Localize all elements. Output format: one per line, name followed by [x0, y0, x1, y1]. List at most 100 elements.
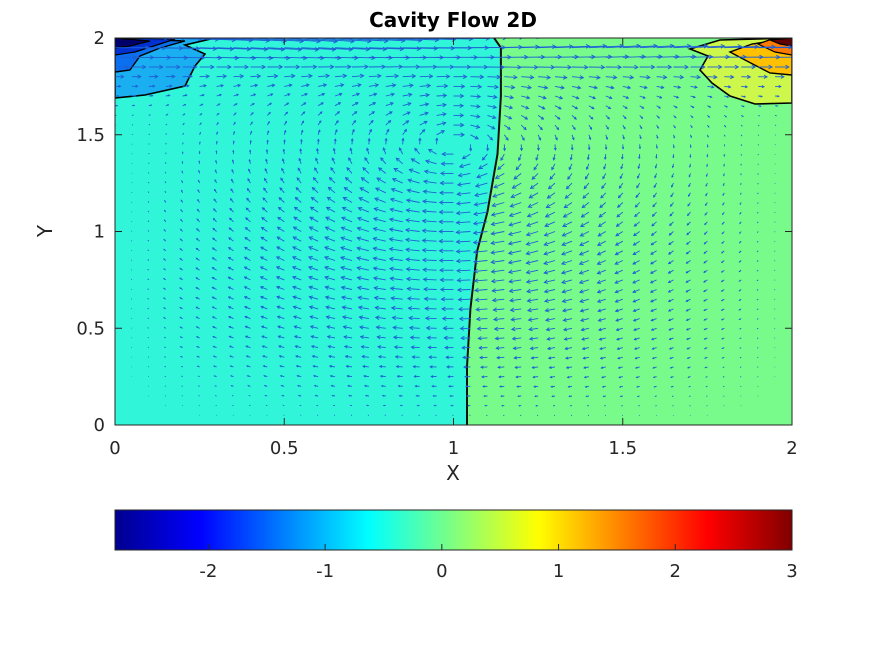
velocity-arrow [406, 209, 420, 213]
velocity-arrow-head [311, 354, 315, 358]
velocity-arrow-head [448, 385, 451, 388]
velocity-arrow [373, 267, 386, 271]
velocity-arrow-head [283, 139, 286, 142]
velocity-arrow-head [670, 376, 673, 379]
velocity-arrow [346, 365, 353, 368]
velocity-arrow-head [650, 337, 654, 341]
velocity-arrow-head [414, 384, 418, 388]
velocity-arrow-head [423, 286, 428, 292]
velocity-arrow-head [398, 147, 402, 151]
velocity-arrow [214, 385, 217, 387]
velocity-arrow [244, 276, 251, 281]
velocity-arrow-head [279, 365, 282, 368]
velocity-arrow [478, 337, 488, 339]
velocity-arrow-head [245, 355, 249, 358]
velocity-arrow [498, 366, 505, 368]
velocity-arrow-head [672, 156, 675, 159]
velocity-arrow [392, 317, 403, 320]
velocity-arrow [510, 202, 522, 208]
velocity-arrow-head [650, 299, 654, 303]
velocity-arrow-head [442, 112, 447, 117]
velocity-arrow [544, 221, 556, 227]
velocity-arrow-head [721, 337, 724, 340]
velocity-arrow-head [492, 104, 498, 110]
velocity-arrow-head [652, 376, 656, 379]
velocity-arrow [324, 266, 336, 271]
velocity-arrow-head [658, 54, 664, 59]
velocity-arrow [393, 336, 403, 339]
velocity-arrow [376, 326, 386, 329]
velocity-arrow-head [477, 336, 482, 341]
velocity-arrow-head [413, 375, 417, 378]
velocity-arrow-head [356, 285, 362, 291]
velocity-arrow-head [193, 64, 198, 70]
velocity-arrow-head [578, 251, 584, 256]
velocity-arrow-head [689, 33, 693, 37]
velocity-arrow [528, 318, 539, 321]
velocity-arrow-head [341, 305, 347, 310]
velocity-arrow [402, 102, 411, 107]
velocity-arrow [278, 207, 285, 213]
velocity-arrow-head [709, 95, 713, 99]
velocity-arrow [357, 237, 370, 242]
velocity-arrow-head [662, 74, 668, 80]
velocity-arrow [308, 246, 319, 252]
velocity-arrow [292, 286, 302, 290]
velocity-arrow-head [621, 33, 625, 37]
velocity-arrow-head [405, 247, 410, 253]
velocity-arrow-head [458, 306, 463, 312]
velocity-arrow [341, 227, 353, 232]
velocity-arrow [564, 202, 573, 208]
velocity-arrow [633, 240, 640, 246]
velocity-arrow-head [492, 316, 498, 322]
velocity-arrow [402, 93, 412, 97]
velocity-arrow-head [667, 289, 671, 293]
velocity-arrow-head [478, 345, 483, 350]
velocity-arrow [334, 75, 347, 78]
velocity-arrow-head [180, 218, 183, 221]
velocity-arrow-head [352, 128, 355, 132]
velocity-arrow-head [480, 365, 484, 369]
velocity-arrow-head [393, 345, 398, 350]
velocity-arrow [470, 134, 479, 140]
velocity-arrow-head [282, 148, 286, 152]
velocity-arrow-head [614, 251, 619, 256]
velocity-arrow-head [481, 375, 485, 379]
velocity-arrow [357, 286, 369, 290]
velocity-arrow-head [705, 194, 708, 197]
velocity-arrow-head [389, 197, 395, 203]
velocity-arrow-head [179, 307, 182, 309]
velocity-arrow-head [667, 299, 671, 303]
velocity-arrow-head [409, 83, 414, 88]
velocity-arrow-head [646, 74, 651, 80]
velocity-arrow-head [468, 38, 474, 42]
velocity-arrow-head [342, 73, 348, 79]
velocity-arrow [399, 147, 404, 155]
velocity-arrow [513, 347, 522, 349]
velocity-arrow-head [229, 365, 232, 368]
velocity-arrow [510, 308, 522, 311]
velocity-arrow-head [672, 33, 676, 37]
velocity-arrow-head [667, 309, 671, 312]
velocity-arrow-head [325, 216, 330, 221]
velocity-arrow [543, 250, 556, 255]
velocity-arrow-head [395, 365, 399, 369]
velocity-arrow-head [438, 219, 444, 225]
velocity-arrow-head [260, 305, 264, 309]
velocity-arrow-head [599, 204, 604, 209]
velocity-arrow [260, 296, 268, 300]
velocity-arrow-head [308, 275, 313, 281]
velocity-arrow-head [650, 261, 654, 265]
velocity-arrow [357, 217, 370, 223]
velocity-arrow-head [737, 44, 743, 49]
velocity-arrow [164, 190, 167, 194]
velocity-arrow [245, 227, 251, 232]
velocity-arrow [756, 327, 759, 330]
velocity-arrow-head [621, 147, 625, 150]
velocity-arrow-head [260, 325, 265, 329]
velocity-arrow-head [414, 147, 418, 152]
velocity-arrow-head [340, 285, 346, 291]
velocity-arrow-head [408, 315, 413, 321]
velocity-arrow-head [211, 247, 215, 250]
velocity-arrow-head [325, 315, 330, 320]
